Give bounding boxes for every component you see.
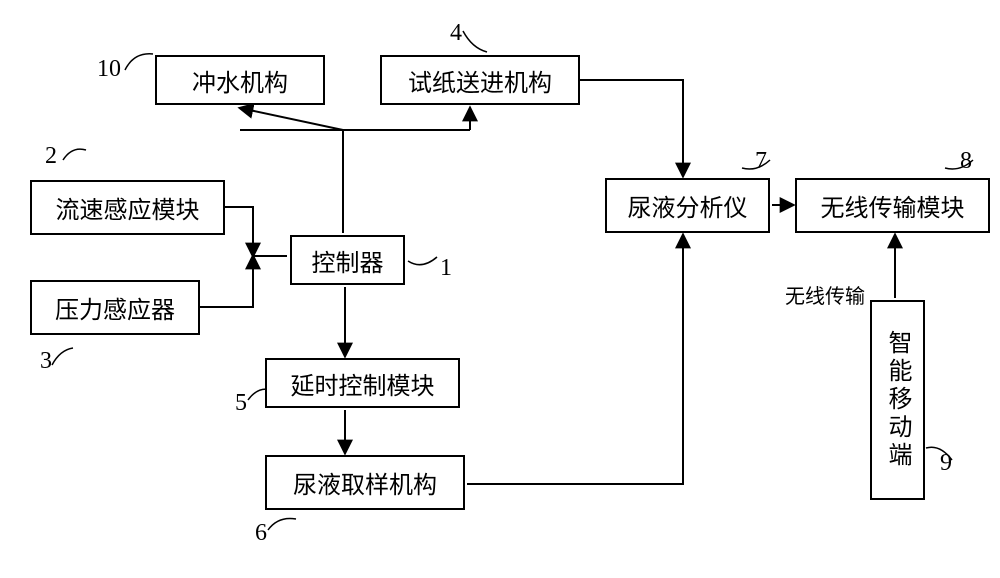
num-2: 2 [45,143,57,170]
node-label: 试纸送进机构 [408,63,552,98]
node-label: 智能移动端 [880,330,915,470]
node-flow-sensor: 流速感应模块 [30,180,225,235]
node-label: 尿液取样机构 [293,465,437,500]
node-label: 延时控制模块 [291,366,435,401]
node-label: 尿液分析仪 [628,188,748,223]
num-8: 8 [960,148,972,175]
node-urine-analyzer: 尿液分析仪 [605,178,770,233]
node-label: 压力感应器 [55,290,175,325]
node-strip-feed: 试纸送进机构 [380,55,580,105]
diagram-canvas: { "style": { "background": "#ffffff", "s… [0,0,1000,578]
node-flush-mechanism: 冲水机构 [155,55,325,105]
node-wireless-module: 无线传输模块 [795,178,990,233]
node-pressure-sensor: 压力感应器 [30,280,200,335]
num-6: 6 [255,520,267,547]
num-1: 1 [440,255,452,282]
num-5: 5 [235,390,247,417]
node-delay-module: 延时控制模块 [265,358,460,408]
num-4: 4 [450,20,462,47]
node-label: 控制器 [312,243,384,278]
node-label: 冲水机构 [192,63,288,98]
node-smart-mobile: 智能移动端 [870,300,925,500]
node-label: 流速感应模块 [56,190,200,225]
num-3: 3 [40,348,52,375]
num-7: 7 [755,148,767,175]
node-label: 无线传输模块 [821,188,965,223]
num-10: 10 [97,56,121,83]
label-wireless-transfer: 无线传输 [785,280,865,309]
node-sampling-mechanism: 尿液取样机构 [265,455,465,510]
node-controller: 控制器 [290,235,405,285]
num-9: 9 [940,450,952,477]
